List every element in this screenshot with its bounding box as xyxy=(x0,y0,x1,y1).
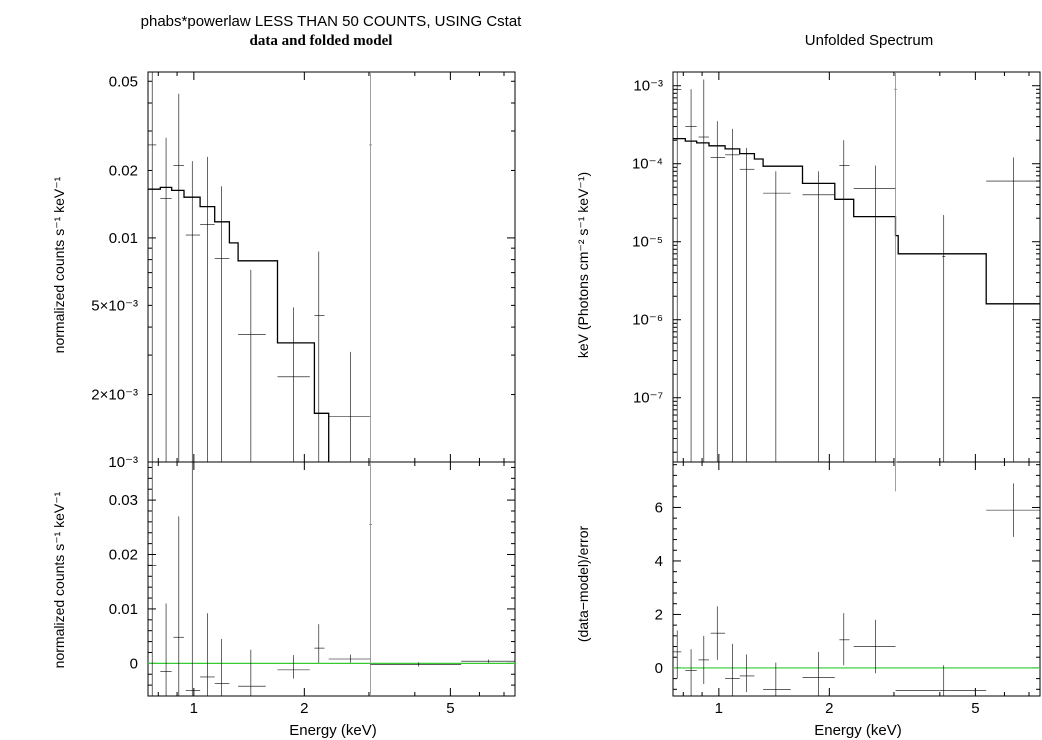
model-step-line xyxy=(148,186,330,462)
data-point xyxy=(673,630,682,679)
data-point xyxy=(173,93,184,462)
data-point xyxy=(185,462,201,696)
data-point xyxy=(238,269,266,462)
plot-frame xyxy=(147,71,516,463)
left-top-ylabel: normalized counts s⁻¹ keV⁻¹ xyxy=(51,176,67,353)
data-point xyxy=(895,665,987,696)
plot-frame xyxy=(672,461,1041,697)
y-tick-label: 0.02 xyxy=(109,547,138,564)
left-xlabel: Energy (keV) xyxy=(289,722,377,739)
y-tick-label: 10⁻⁴ xyxy=(632,156,663,173)
y-tick-label: 0.05 xyxy=(109,73,138,90)
y-tick-label: 0.01 xyxy=(109,601,138,618)
y-tick-label: 0.03 xyxy=(109,492,138,509)
x-tick-label: 5 xyxy=(446,700,454,717)
data-point xyxy=(698,79,709,462)
panel-right-bottom: 1 2 5 0 2 4 6 xyxy=(655,461,1041,717)
left-title: phabs*powerlaw LESS THAN 50 COUNTS, USIN… xyxy=(141,13,523,30)
data-point xyxy=(739,147,755,462)
data-point xyxy=(173,516,184,696)
x-tick-label: 1 xyxy=(190,700,198,717)
data-point xyxy=(200,156,215,462)
y-tick-label: 10⁻⁵ xyxy=(632,234,663,251)
right-xlabel: Energy (keV) xyxy=(814,722,902,739)
panel-left-top: 10⁻³ 2×10⁻³ 5×10⁻³ 0.01 0.02 0.05 xyxy=(91,71,516,471)
y-tick-label: 0.01 xyxy=(109,230,138,247)
data-point xyxy=(369,462,373,696)
y-tick-label: 10⁻³ xyxy=(633,78,663,95)
x-tick-label: 1 xyxy=(715,700,723,717)
data-point xyxy=(328,351,371,462)
x-tick-label: 2 xyxy=(825,700,833,717)
y-tick-label: 10⁻⁷ xyxy=(633,390,663,407)
data-point xyxy=(461,659,515,663)
data-point xyxy=(894,461,898,492)
data-point xyxy=(802,651,835,696)
data-point xyxy=(725,128,740,462)
y-tick-label: 6 xyxy=(655,499,663,516)
data-point xyxy=(739,654,755,692)
data-point xyxy=(673,72,682,462)
data-point xyxy=(328,654,371,663)
data-point xyxy=(314,251,325,462)
data-point xyxy=(238,649,266,696)
data-point xyxy=(725,643,740,696)
data-point xyxy=(710,606,726,660)
data-point xyxy=(369,72,373,462)
data-point xyxy=(370,662,462,667)
y-tick-label: 0.02 xyxy=(109,162,138,179)
right-bottom-ylabel: (data−model)/error xyxy=(575,525,591,642)
data-point xyxy=(763,662,791,696)
panel-right-top: 10⁻⁷ 10⁻⁶ 10⁻⁵ 10⁻⁴ 10⁻³ xyxy=(632,71,1041,463)
data-point xyxy=(986,157,1040,462)
data-point xyxy=(314,624,325,663)
data-point xyxy=(853,619,896,674)
y-tick-label: 10⁻⁶ xyxy=(632,312,663,329)
data-point xyxy=(277,655,310,679)
data-point xyxy=(160,603,172,696)
data-point xyxy=(763,171,791,462)
data-point xyxy=(214,638,230,696)
data-point xyxy=(839,613,850,666)
data-point xyxy=(698,635,709,684)
data-point xyxy=(277,307,310,462)
y-tick-label: 4 xyxy=(655,553,663,570)
data-point xyxy=(839,140,850,462)
data-point xyxy=(160,137,172,462)
right-title: Unfolded Spectrum xyxy=(805,32,933,49)
data-point xyxy=(148,72,157,462)
panel-left-bottom: 1 2 5 0 0.01 0.02 0.03 xyxy=(109,461,516,717)
data-point xyxy=(710,121,726,462)
data-point xyxy=(894,72,898,462)
y-tick-label: 2 xyxy=(655,606,663,623)
data-point xyxy=(214,186,230,462)
left-bottom-ylabel: normalized counts s⁻¹ keV⁻¹ xyxy=(51,491,67,668)
model-step-line xyxy=(673,137,1040,305)
right-top-ylabel: keV (Photons cm⁻² s⁻¹ keV⁻¹) xyxy=(575,172,591,358)
x-tick-label: 2 xyxy=(300,700,308,717)
plot-frame xyxy=(672,71,1041,463)
data-point xyxy=(802,171,835,462)
data-point xyxy=(685,649,697,696)
data-point xyxy=(942,215,946,462)
data-point xyxy=(986,483,1040,537)
data-point xyxy=(185,161,201,462)
data-point xyxy=(853,165,896,462)
data-point xyxy=(148,462,157,696)
y-tick-label: 0 xyxy=(655,660,663,677)
left-subtitle: data and folded model xyxy=(250,33,393,49)
y-tick-label: 10⁻³ xyxy=(108,454,138,471)
x-tick-label: 5 xyxy=(971,700,979,717)
plot-frame xyxy=(147,461,516,697)
data-point xyxy=(685,89,697,462)
y-tick-label: 2×10⁻³ xyxy=(91,387,138,404)
data-point xyxy=(200,613,215,696)
y-tick-label: 5×10⁻³ xyxy=(91,297,138,314)
y-tick-label: 0 xyxy=(130,655,138,672)
